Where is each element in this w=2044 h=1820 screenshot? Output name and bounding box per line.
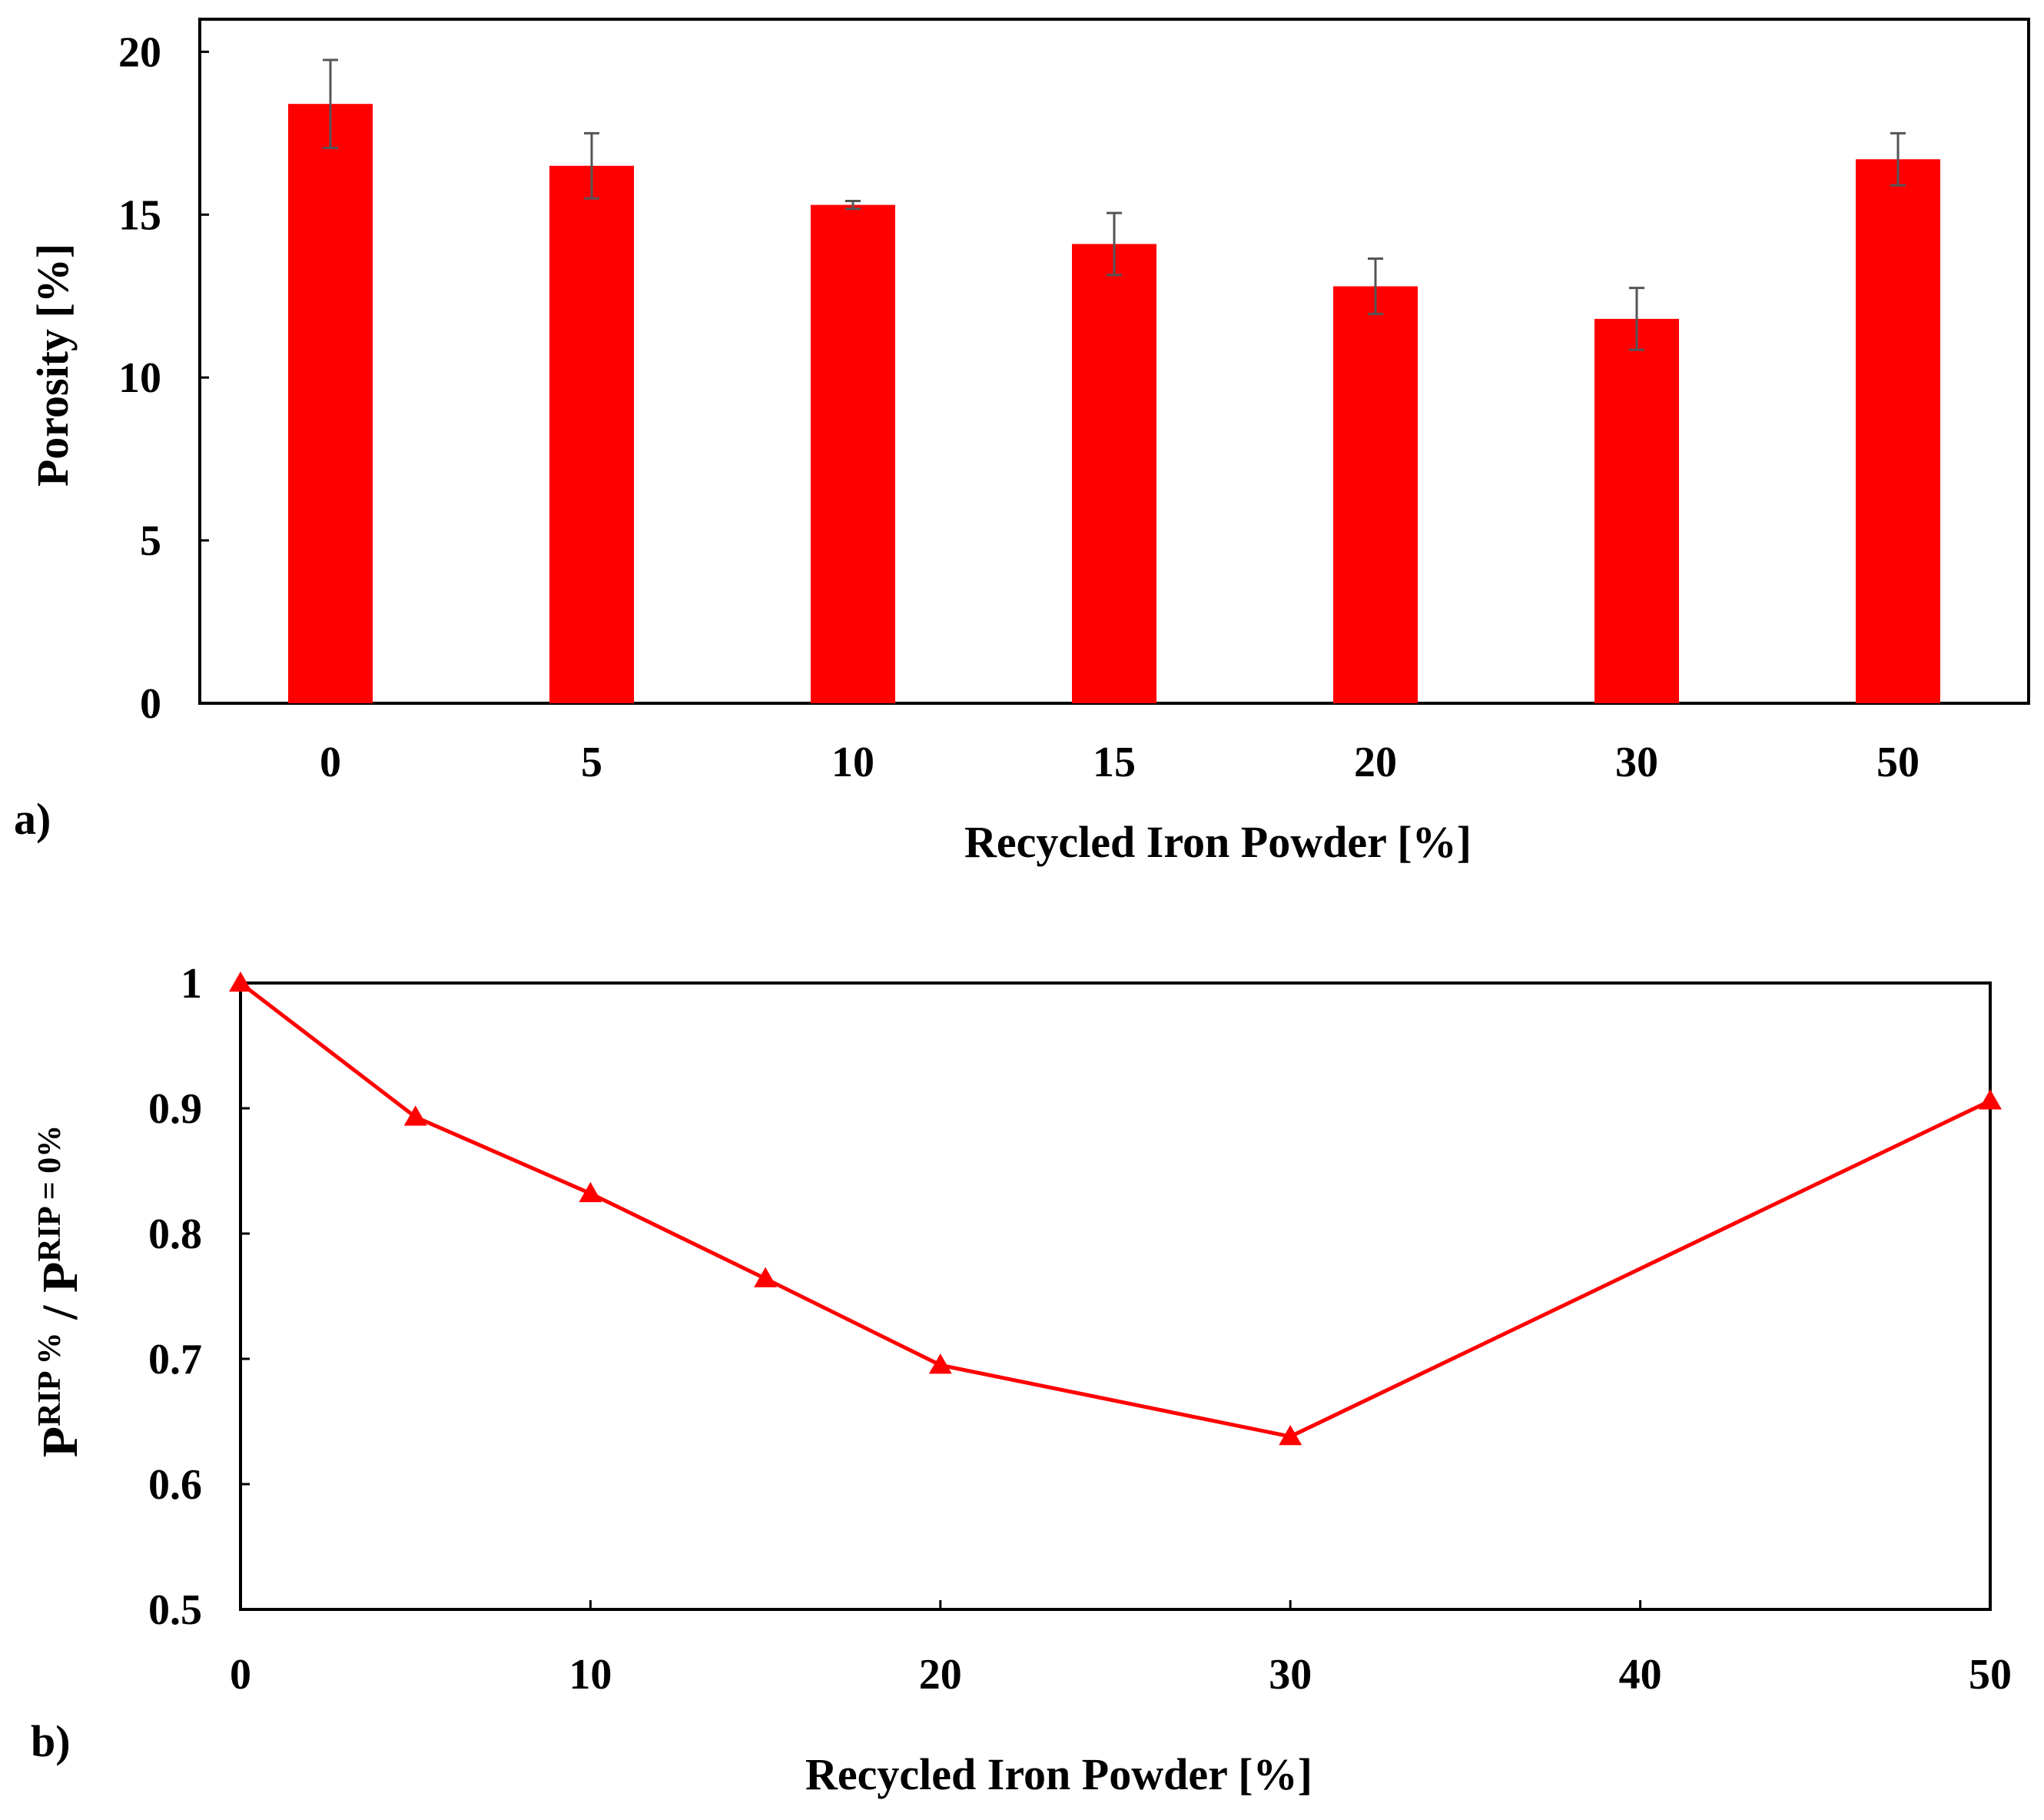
bar	[1594, 318, 1679, 703]
y-title-sup1: RIP %	[32, 1332, 68, 1426]
error-bar	[1368, 257, 1383, 316]
bar	[549, 165, 634, 703]
line-chart-x-axis-title: Recycled Iron Powder [%]	[805, 1749, 1312, 1799]
x-tick-label: 10	[831, 739, 874, 786]
series-line	[239, 981, 1992, 1439]
y-title-slash: /	[32, 1293, 88, 1332]
triangle-marker	[1979, 1089, 2002, 1110]
error-bar	[1890, 131, 1906, 187]
line-chart-plot-area	[239, 981, 1992, 1611]
panel-label-a: a)	[14, 794, 51, 844]
y-title-p1: P	[32, 1426, 88, 1457]
error-bar	[845, 199, 861, 211]
x-tick-label: 10	[569, 1651, 612, 1699]
x-tick-label: 50	[1876, 739, 1920, 786]
bar-chart-bars	[288, 58, 1940, 704]
triangle-marker	[1279, 1425, 1302, 1446]
y-tick-label: 10	[118, 354, 161, 402]
bar-chart-panel: 0 5 10 15 20 0 5 10 15 20 30 50 Porosity [%] Recyc…	[14, 18, 2030, 867]
error-bar	[323, 58, 338, 149]
triangle-marker	[754, 1267, 778, 1287]
x-tick-label: 40	[1619, 1651, 1662, 1699]
y-tick-label: 0.5	[148, 1586, 202, 1634]
y-tick-label: 0.8	[148, 1211, 202, 1258]
bar-chart-y-ticks: 0 5 10 15 20	[118, 28, 209, 728]
x-tick-label: 15	[1093, 739, 1136, 786]
line-chart-series	[229, 971, 2002, 1446]
triangle-marker	[229, 971, 252, 992]
error-bar	[1107, 211, 1122, 277]
triangle-marker	[928, 1353, 952, 1374]
error-bar	[584, 131, 599, 200]
y-tick-label: 20	[118, 28, 161, 76]
bar	[1856, 159, 1940, 703]
bar	[288, 104, 373, 703]
y-tick-label: 0	[140, 680, 161, 728]
y-tick-label: 0.7	[148, 1336, 202, 1383]
x-tick-label: 20	[1354, 739, 1397, 786]
y-tick-label: 5	[140, 517, 161, 565]
line-chart-panel: 0.50.60.70.80.91 0 10 20 30 40 50 PRIP % / PR…	[31, 960, 2012, 1799]
bar-chart-x-axis-title: Recycled Iron Powder [%]	[964, 817, 1472, 867]
x-tick-label: 0	[230, 1651, 251, 1699]
x-tick-label: 0	[320, 739, 341, 786]
y-tick-label: 0.6	[148, 1461, 202, 1509]
x-tick-label: 30	[1269, 1651, 1312, 1699]
line-chart-y-axis-title: PRIP % / PRIP = 0%	[32, 1125, 88, 1457]
bar-chart-x-ticks: 0 5 10 15 20 30 50	[320, 739, 1920, 786]
triangle-marker	[403, 1105, 427, 1126]
bar-chart-y-axis-title: Porosity [%]	[28, 244, 78, 487]
panel-label-b: b)	[31, 1716, 71, 1766]
x-tick-label: 20	[919, 1651, 962, 1699]
x-tick-label: 50	[1969, 1651, 2012, 1699]
bar	[1333, 286, 1418, 703]
x-tick-label: 30	[1615, 739, 1658, 786]
y-tick-label: 1	[181, 960, 202, 1008]
y-title-sup2: RIP = 0%	[32, 1125, 68, 1262]
line-chart-y-ticks: 0.5 0.6 0.7 0.8 0.9 1	[148, 960, 250, 1634]
line-chart-x-ticks: 0 10 20 30 40 50	[230, 1600, 2012, 1699]
bar	[811, 204, 895, 704]
error-bar	[1629, 287, 1644, 351]
triangle-marker	[579, 1181, 602, 1203]
y-tick-label: 0.9	[148, 1085, 202, 1133]
y-tick-label: 15	[118, 191, 161, 239]
y-title-p2: P	[32, 1262, 88, 1293]
x-tick-label: 5	[581, 739, 602, 786]
bar	[1072, 244, 1156, 703]
